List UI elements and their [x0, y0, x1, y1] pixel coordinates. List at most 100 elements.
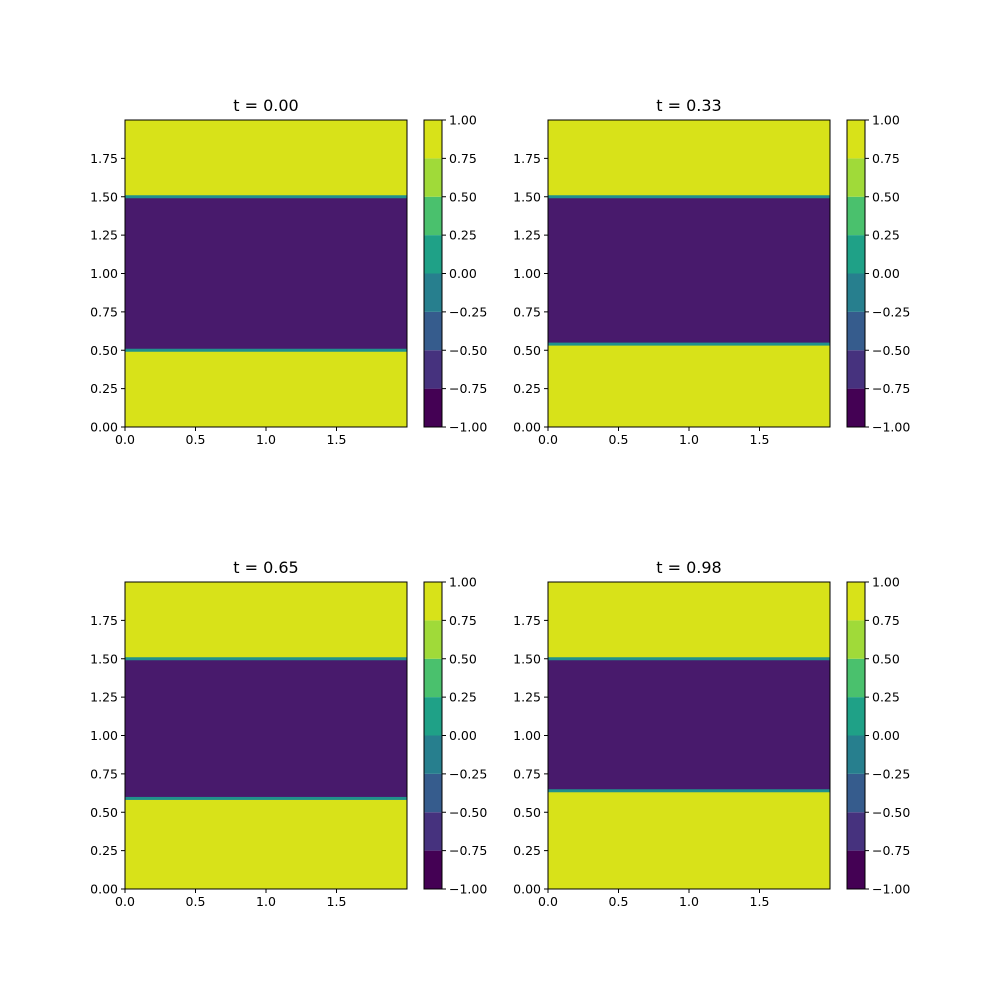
colorbar-band-2: [424, 812, 442, 851]
colorbar-band-4: [424, 273, 442, 312]
colorbar-tick-label: 0.25: [872, 228, 900, 243]
colorbar-band-1: [424, 850, 442, 889]
colorbar-band-8: [847, 120, 865, 159]
x-tick-label: 1.5: [327, 432, 347, 447]
colorbar-tick-label: −0.50: [872, 343, 910, 358]
interface-line-1: [125, 796, 407, 800]
colorbar-band-3: [424, 773, 442, 813]
y-tick-label: 0.25: [513, 843, 541, 858]
colorbar-tick-label: −1.00: [449, 420, 487, 435]
field-region-2: [548, 658, 830, 791]
colorbar: −1.00 −0.75 −0.50 −0.25 0.00 0.25 0.50 0.75 1.00: [423, 113, 487, 435]
interface-line-2: [125, 657, 407, 661]
colorbar-tick-label: −0.50: [449, 805, 487, 820]
colorbar-tick-label: −0.50: [449, 343, 487, 358]
colorbar-tick-label: 0.75: [872, 613, 900, 628]
interface-line-1: [125, 348, 407, 352]
colorbar-band-2: [847, 812, 865, 851]
y-tick-label: 0.75: [513, 304, 541, 319]
x-tick-label: 1.5: [750, 894, 770, 909]
y-tick-label: 1.75: [513, 613, 541, 628]
colorbar-tick-label: 0.00: [872, 728, 900, 743]
field-region-1: [125, 798, 407, 889]
interface-line-2: [548, 195, 830, 199]
colorbar-band-8: [847, 582, 865, 621]
field-region-2: [548, 196, 830, 345]
colorbar-tick-label: 1.00: [872, 113, 900, 128]
x-tick-label: 0.0: [115, 894, 135, 909]
y-tick-label: 1.00: [513, 728, 541, 743]
panel-title: t = 0.00: [233, 96, 298, 115]
colorbar-tick-label: 0.50: [449, 189, 477, 204]
colorbar-band-8: [424, 582, 442, 621]
y-tick-label: 1.25: [90, 690, 118, 705]
colorbar-band-5: [847, 235, 865, 274]
colorbar-tick-label: 0.25: [872, 690, 900, 705]
y-tick-label: 0.25: [513, 381, 541, 396]
colorbar: −1.00 −0.75 −0.50 −0.25 0.00 0.25 0.50 0.75 1.00: [423, 575, 487, 897]
colorbar-tick-label: −0.25: [872, 766, 910, 781]
colorbar-tick-label: −0.75: [449, 381, 487, 396]
x-tick-label: 0.5: [186, 894, 206, 909]
y-tick-label: 0.00: [90, 882, 118, 897]
contour-panel-3: 0.0 0.5 1.0 1.5 0.00 0.25 0.50 0.75 1.00 1.25 1.50…: [90, 558, 487, 909]
colorbar-tick-label: 1.00: [449, 575, 477, 590]
colorbar-band-7: [424, 620, 442, 659]
x-tick-label: 1.0: [679, 432, 699, 447]
y-tick-label: 1.50: [513, 651, 541, 666]
y-tick-label: 1.50: [513, 189, 541, 204]
colorbar-tick-label: −1.00: [872, 882, 910, 897]
y-tick-label: 1.00: [90, 266, 118, 281]
colorbar-band-7: [847, 158, 865, 197]
colorbar-tick-label: −0.25: [449, 766, 487, 781]
colorbar: −1.00 −0.75 −0.50 −0.25 0.00 0.25 0.50 0.75 1.00: [846, 575, 910, 897]
y-tick-label: 0.25: [90, 381, 118, 396]
interface-line-2: [125, 195, 407, 199]
y-tick-label: 1.50: [90, 651, 118, 666]
colorbar-band-2: [847, 350, 865, 389]
contour-panel-2: 0.0 0.5 1.0 1.5 0.00 0.25 0.50 0.75 1.00 1.25 1.50…: [513, 96, 910, 447]
interface-line-1: [548, 789, 830, 793]
colorbar-tick-label: 0.25: [449, 228, 477, 243]
colorbar-tick-label: −0.75: [449, 843, 487, 858]
colorbar-tick-label: −0.75: [872, 843, 910, 858]
colorbar-tick-label: 0.25: [449, 690, 477, 705]
y-tick-label: 0.50: [513, 805, 541, 820]
x-tick-label: 0.5: [186, 432, 206, 447]
colorbar-band-3: [424, 311, 442, 351]
y-tick-label: 0.75: [90, 766, 118, 781]
colorbar-tick-label: 0.00: [449, 728, 477, 743]
x-tick-label: 1.5: [327, 894, 347, 909]
y-tick-label: 1.50: [90, 189, 118, 204]
x-tick-label: 0.5: [609, 894, 629, 909]
colorbar-tick-label: 0.50: [872, 189, 900, 204]
x-tick-label: 1.0: [256, 432, 276, 447]
colorbar-band-6: [847, 196, 865, 236]
field-region-3: [125, 120, 407, 197]
colorbar-tick-label: 0.50: [872, 651, 900, 666]
colorbar-band-3: [847, 311, 865, 351]
x-tick-label: 0.0: [538, 894, 558, 909]
colorbar-tick-label: 0.00: [872, 266, 900, 281]
colorbar-tick-label: −0.25: [872, 304, 910, 319]
interface-line-1: [548, 342, 830, 346]
y-tick-label: 0.50: [90, 805, 118, 820]
field-region-3: [548, 582, 830, 659]
field-region-1: [125, 350, 407, 427]
colorbar-band-7: [847, 620, 865, 659]
field-region-1: [548, 790, 830, 889]
y-tick-label: 0.75: [90, 304, 118, 319]
colorbar-band-6: [424, 196, 442, 236]
colorbar-tick-label: −0.25: [449, 304, 487, 319]
colorbar: −1.00 −0.75 −0.50 −0.25 0.00 0.25 0.50 0.75 1.00: [846, 113, 910, 435]
colorbar-band-4: [847, 273, 865, 312]
y-tick-label: 0.00: [90, 420, 118, 435]
colorbar-band-1: [847, 850, 865, 889]
y-tick-label: 0.00: [513, 420, 541, 435]
y-tick-label: 0.25: [90, 843, 118, 858]
colorbar-band-1: [847, 388, 865, 427]
x-tick-label: 0.0: [538, 432, 558, 447]
interface-line-2: [548, 657, 830, 661]
field-region-2: [125, 196, 407, 351]
